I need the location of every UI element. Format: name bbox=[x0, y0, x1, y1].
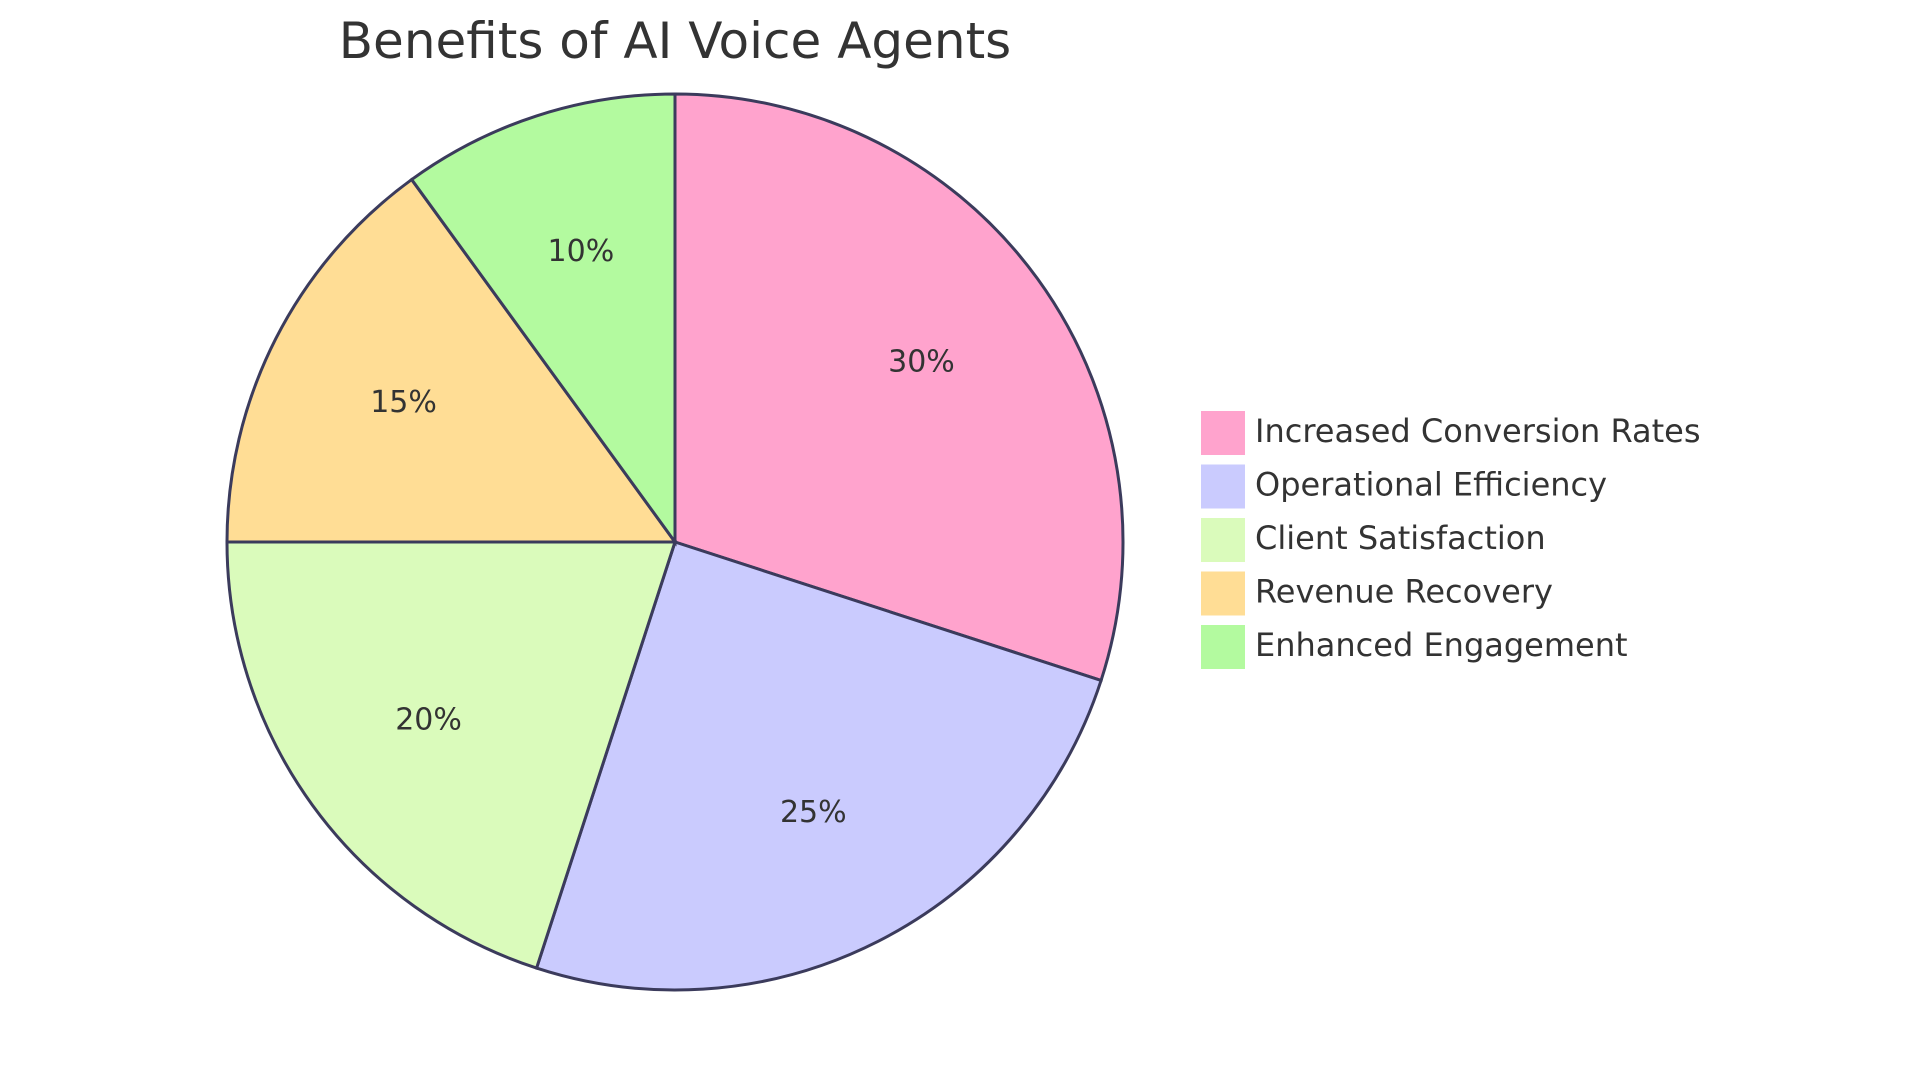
pie-slice-enhanced-engagement bbox=[409, 92, 677, 547]
pie-slice-label-increased-conversion-rates: 30% bbox=[888, 344, 955, 379]
pie-slice-operational-efficiency bbox=[534, 540, 1103, 992]
legend-label-revenue-recovery: Revenue Recovery bbox=[1255, 573, 1553, 611]
legend-label-enhanced-engagement: Enhanced Engagement bbox=[1255, 626, 1628, 664]
pie-slice-label-operational-efficiency: 25% bbox=[780, 795, 847, 830]
legend-label-increased-conversion-rates: Increased Conversion Rates bbox=[1255, 412, 1701, 450]
pie-slice-label-client-satisfaction: 20% bbox=[395, 703, 462, 738]
legend-label-client-satisfaction: Client Satisfaction bbox=[1255, 519, 1546, 557]
legend-swatch-enhanced-engagement bbox=[1199, 623, 1247, 671]
chart-title: Benefits of AI Voice Agents bbox=[339, 12, 1012, 70]
legend-swatch-operational-efficiency bbox=[1199, 462, 1247, 511]
pie-slice-increased-conversion-rates bbox=[673, 92, 1125, 683]
pie-slice-label-enhanced-engagement: 10% bbox=[548, 234, 615, 269]
legend-label-operational-efficiency: Operational Efficiency bbox=[1255, 466, 1607, 504]
pie-slices bbox=[225, 92, 1125, 992]
pie-slice-label-revenue-recovery: 15% bbox=[370, 385, 437, 420]
legend: Increased Conversion Rates Operational Ef… bbox=[1199, 409, 1701, 671]
pie-slice-revenue-recovery bbox=[225, 177, 678, 544]
legend-swatch-revenue-recovery bbox=[1199, 569, 1247, 618]
legend-swatch-client-satisfaction bbox=[1199, 516, 1247, 564]
pie-slice-client-satisfaction bbox=[225, 540, 678, 970]
pie-slice-labels: 30% 25% 20% 15% 10% bbox=[370, 234, 955, 830]
legend-swatch-increased-conversion-rates bbox=[1199, 409, 1247, 457]
